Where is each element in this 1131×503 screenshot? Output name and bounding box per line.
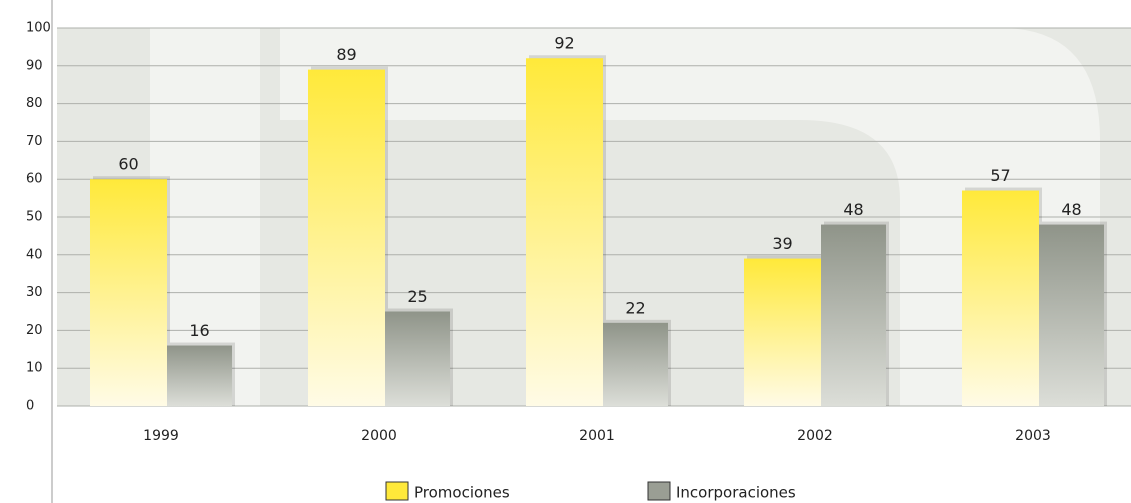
y-tick-label: 50: [26, 210, 43, 225]
data-label: 57: [990, 166, 1010, 185]
data-label: 48: [843, 200, 863, 219]
bar: [1039, 224, 1104, 406]
x-tick-label: 2002: [797, 428, 833, 444]
bar: [962, 190, 1039, 406]
x-tick-label: 2000: [361, 428, 397, 444]
data-label: 92: [554, 34, 574, 53]
bar: [821, 224, 886, 406]
y-tick-label: 100: [26, 21, 51, 36]
legend-label: Incorporaciones: [676, 484, 796, 502]
data-label: 16: [189, 321, 209, 340]
background-decoration: [150, 28, 1100, 406]
y-tick-label: 0: [26, 399, 34, 414]
y-tick-label: 20: [26, 323, 43, 338]
y-tick-label: 40: [26, 247, 43, 262]
data-label: 39: [772, 234, 792, 253]
data-label: 89: [336, 45, 356, 64]
y-tick-label: 90: [26, 58, 43, 73]
y-tick-label: 30: [26, 285, 43, 300]
data-label: 60: [118, 155, 138, 174]
y-tick-label: 70: [26, 134, 43, 149]
data-label: 25: [407, 287, 427, 306]
legend-swatch: [647, 481, 671, 501]
legend-swatch: [385, 481, 409, 501]
y-tick-label: 10: [26, 361, 43, 376]
bar: [526, 58, 603, 407]
legend-label: Promociones: [414, 484, 510, 502]
bar: [308, 69, 385, 406]
bar: [603, 322, 668, 406]
x-tick-label: 1999: [143, 428, 179, 444]
data-label: 48: [1061, 200, 1081, 219]
bar: [90, 179, 167, 406]
y-tick-label: 80: [26, 96, 43, 111]
bar: [744, 258, 821, 406]
bar: [167, 345, 232, 406]
bar: [385, 311, 450, 406]
x-tick-label: 2003: [1015, 428, 1051, 444]
y-tick-label: 60: [26, 172, 43, 187]
data-label: 22: [625, 298, 645, 317]
x-tick-label: 2001: [579, 428, 615, 444]
